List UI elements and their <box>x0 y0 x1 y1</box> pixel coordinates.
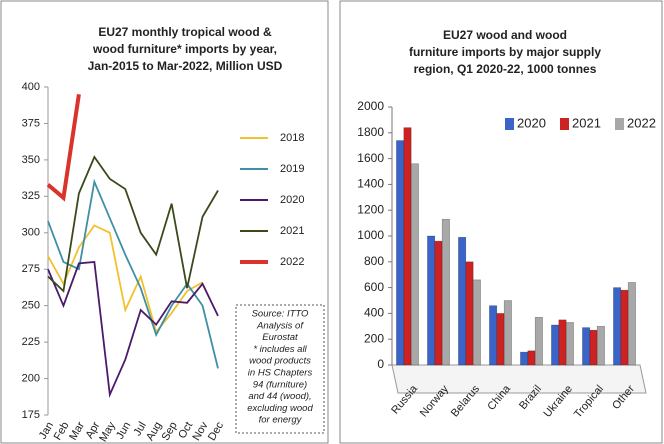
series-line <box>47 224 203 334</box>
bar <box>613 287 622 366</box>
bar <box>489 305 498 366</box>
bar <box>551 324 560 366</box>
annotation: * includes all <box>253 344 307 355</box>
bar <box>520 351 529 366</box>
series-line <box>46 93 81 202</box>
y-tick-label: 275 <box>22 263 40 275</box>
legend-label: 2020 <box>280 194 304 206</box>
chart-title: Jan-2015 to Mar-2022, Million USD <box>88 59 283 73</box>
bar <box>558 319 567 366</box>
legend-label: 2022 <box>280 256 304 268</box>
bar <box>527 350 536 366</box>
legend-label: 2019 <box>280 163 304 175</box>
bar <box>465 261 474 366</box>
series-line <box>47 155 219 293</box>
bar <box>441 218 450 366</box>
annotation: 94 (furniture) <box>253 379 307 390</box>
right-frame <box>339 0 663 444</box>
x-tick-label: Nov <box>190 420 210 443</box>
bar <box>627 282 636 366</box>
bar <box>534 316 543 366</box>
bar <box>596 325 605 366</box>
x-tick-label: Mar <box>67 420 87 443</box>
y-tick-label: 200 <box>22 372 40 384</box>
chart-title: wood furniture* imports by year, <box>92 42 277 56</box>
bar <box>403 127 412 366</box>
bar <box>396 140 405 366</box>
y-tick-label: 200 <box>364 331 384 345</box>
bar <box>582 327 591 366</box>
y-tick-label: 1000 <box>357 228 384 242</box>
x-tick-label: Sep <box>160 420 180 443</box>
y-tick-label: 1600 <box>357 151 384 165</box>
left-frame <box>0 0 329 444</box>
annotation: in HS Chapters <box>248 368 313 379</box>
bar <box>427 235 436 366</box>
x-tick-label: Feb <box>52 420 72 442</box>
x-tick-label: May <box>97 420 118 444</box>
annotation: and 44 (wood), <box>248 391 311 402</box>
y-tick-label: 0 <box>377 357 384 371</box>
y-tick-label: 1800 <box>357 125 384 139</box>
y-tick-label: 2000 <box>357 99 384 113</box>
annotation-box <box>235 304 325 434</box>
bar <box>496 313 505 366</box>
annotation: for energy <box>259 415 303 426</box>
bar <box>620 289 629 366</box>
y-tick-label: 400 <box>22 81 40 93</box>
y-tick-label: 600 <box>364 280 384 294</box>
legend-swatch <box>560 118 569 130</box>
y-tick-label: 300 <box>22 227 40 239</box>
legend-label: 2022 <box>627 115 656 130</box>
y-tick-label: 800 <box>364 254 384 268</box>
legend-label: 2020 <box>517 115 546 130</box>
y-tick-label: 375 <box>22 117 40 129</box>
annotation: Eurostat <box>262 332 298 343</box>
y-tick-label: 325 <box>22 190 40 202</box>
chart-title: region, Q1 2020-22, 1000 tonnes <box>414 62 597 76</box>
annotation: Analysis of <box>256 320 304 331</box>
floor <box>391 364 647 394</box>
bar <box>458 236 467 366</box>
legend-label: 2018 <box>280 132 304 144</box>
y-tick-label: 175 <box>22 409 40 421</box>
y-tick-label: 1200 <box>357 202 384 216</box>
y-tick-label: 400 <box>364 306 384 320</box>
x-tick-label: Jun <box>114 420 133 441</box>
x-tick-label: Aug <box>144 420 164 443</box>
bar <box>472 279 481 366</box>
y-tick-label: 250 <box>22 300 40 312</box>
y-tick-label: 1400 <box>357 177 384 191</box>
legend-label: 2021 <box>280 225 304 237</box>
bar <box>589 329 598 366</box>
bar <box>434 240 443 366</box>
bar <box>503 300 512 366</box>
legend-swatch <box>505 118 514 130</box>
bar <box>565 322 574 366</box>
annotation: Source: ITTO <box>252 309 309 320</box>
legend-label: 2021 <box>572 115 601 130</box>
y-tick-label: 225 <box>22 336 40 348</box>
series-line <box>47 260 219 398</box>
chart-title: furniture imports by major supply <box>409 45 601 59</box>
chart-title: EU27 monthly tropical wood & <box>98 25 272 39</box>
bar <box>410 163 419 366</box>
legend-swatch <box>615 118 624 130</box>
annotation: wood products <box>249 356 311 367</box>
y-tick-label: 350 <box>22 154 40 166</box>
x-tick-label: Dec <box>206 420 226 443</box>
chart-title: EU27 wood and wood <box>443 28 567 42</box>
annotation: excluding wood <box>247 403 313 414</box>
